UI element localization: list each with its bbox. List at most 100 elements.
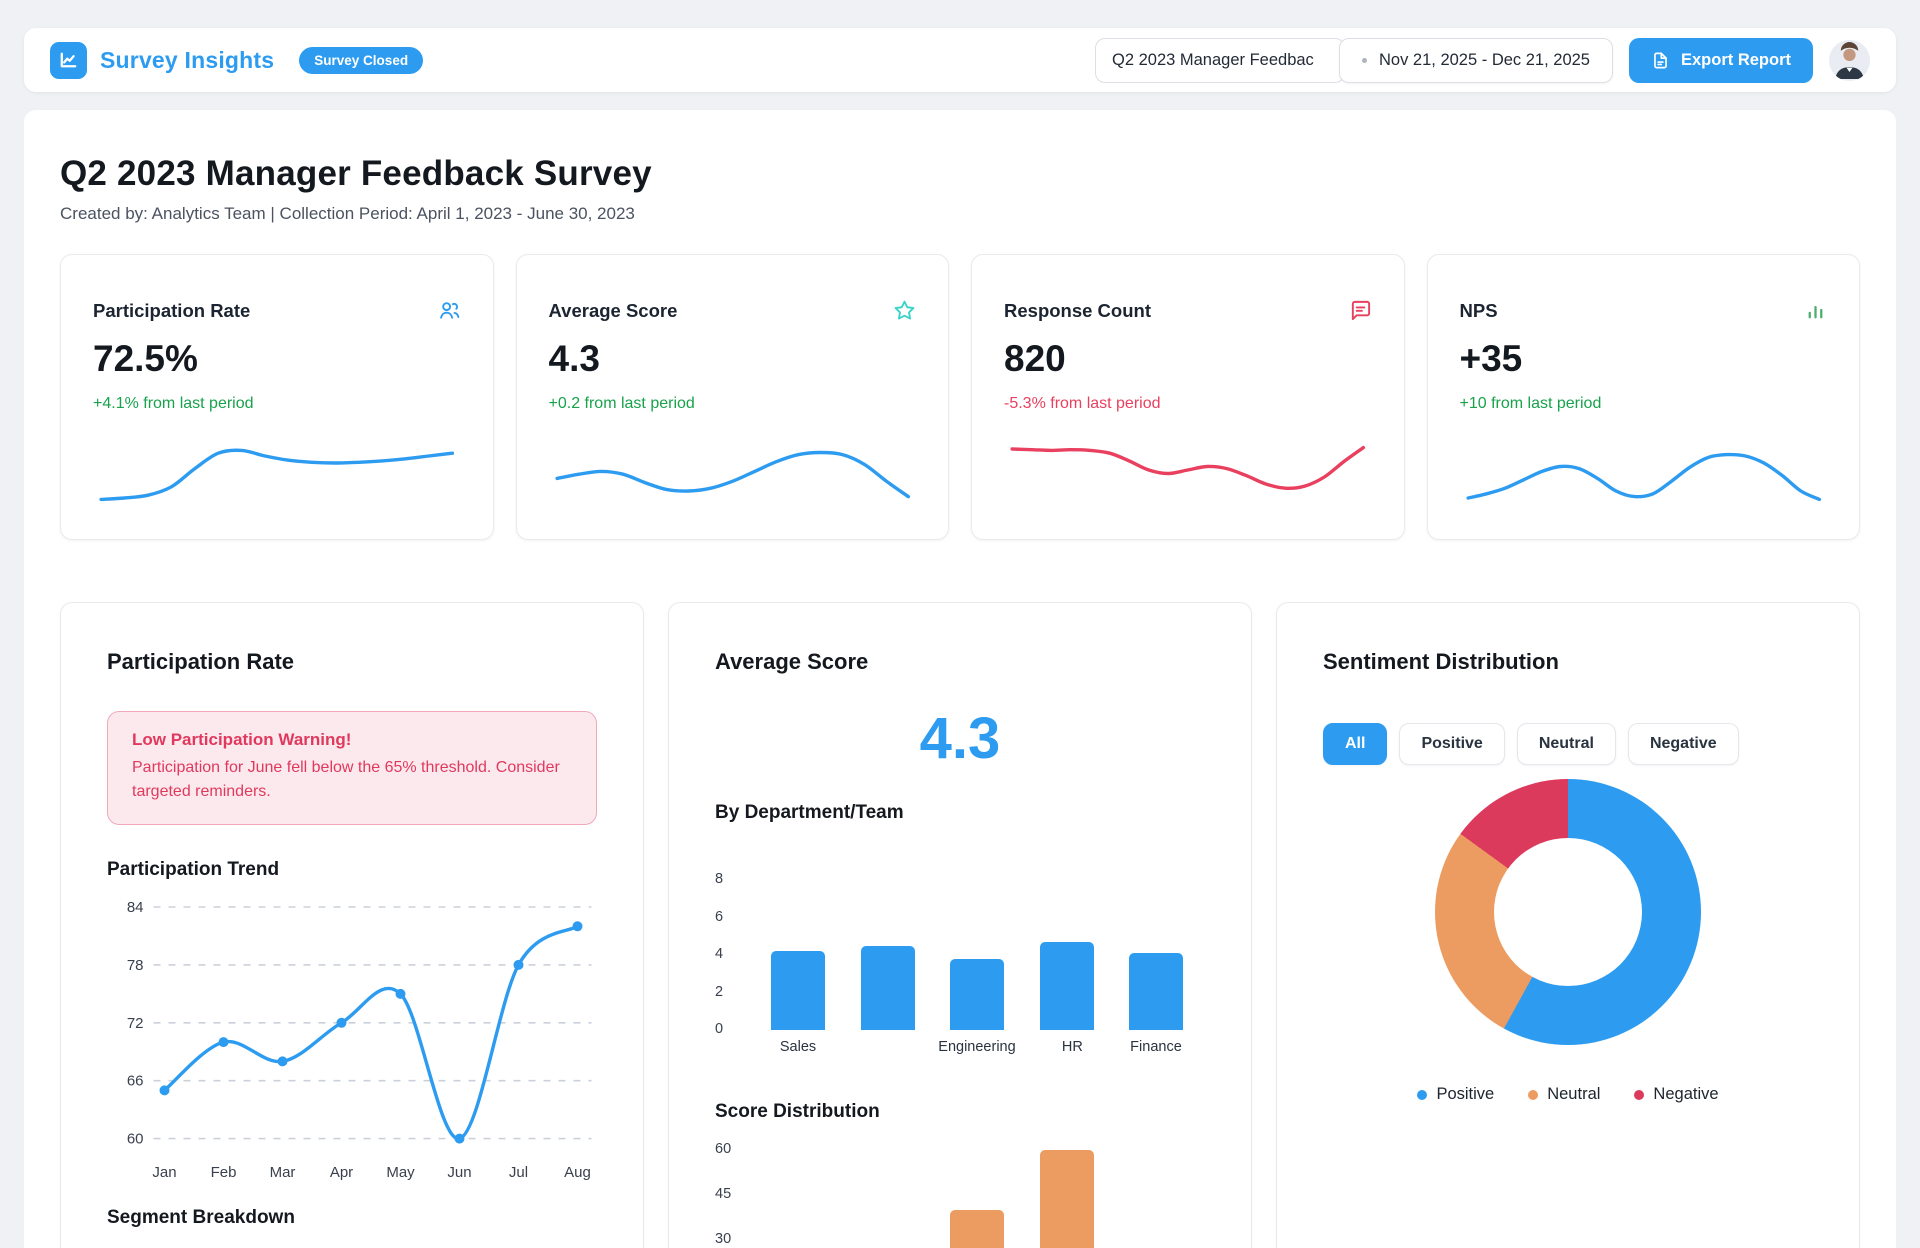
filter-chip-negative[interactable]: Negative xyxy=(1627,723,1739,765)
legend-dot-positive xyxy=(1417,1089,1428,1100)
star-icon xyxy=(893,299,916,322)
sparkline-chart xyxy=(1010,445,1366,490)
svg-text:72: 72 xyxy=(127,1015,144,1032)
y-axis-tick: 60 xyxy=(715,1141,732,1157)
bar xyxy=(860,945,915,1030)
y-axis-tick: 8 xyxy=(715,871,724,887)
kpi-value: +35 xyxy=(1459,338,1523,379)
page-subtitle: Created by: Analytics Team | Collection … xyxy=(60,204,635,223)
legend-label: Negative xyxy=(1653,1085,1719,1103)
svg-text:84: 84 xyxy=(127,899,144,916)
kpi-delta: +10 from last period xyxy=(1459,395,1602,412)
kpi-value: 4.3 xyxy=(548,338,600,379)
y-axis-tick: 0 xyxy=(715,1021,724,1037)
kpi-label: Average Score xyxy=(548,299,678,321)
svg-text:May: May xyxy=(386,1164,415,1181)
department-chart-title: By Department/Team xyxy=(715,802,904,823)
score-distribution-chart: 60453012345 xyxy=(715,1141,1205,1248)
kpi-delta: +0.2 from last period xyxy=(548,395,695,412)
legend-item-neutral: Neutral xyxy=(1528,1085,1600,1104)
chat-bubble-icon xyxy=(1349,299,1372,322)
sentiment-donut-chart xyxy=(1435,779,1701,1045)
user-avatar[interactable] xyxy=(1829,39,1870,81)
bar xyxy=(950,958,1004,1030)
legend-item-positive: Positive xyxy=(1417,1085,1494,1104)
department-score-chart: 8 6 4 2 0 Sales Engineering HR Finance xyxy=(715,871,1205,1055)
y-axis-tick: 45 xyxy=(715,1186,732,1202)
kpi-row: Participation Rate 72.5% +4.1% from last… xyxy=(60,254,1860,540)
document-icon xyxy=(1651,51,1670,70)
panel-title: Average Score xyxy=(715,649,869,674)
kpi-value: 820 xyxy=(1004,338,1066,379)
sentiment-distribution-panel: Sentiment Distribution All Positive Neut… xyxy=(1276,602,1860,1248)
svg-text:78: 78 xyxy=(127,957,144,974)
y-axis-tick: 4 xyxy=(715,946,724,962)
legend-label: Positive xyxy=(1436,1085,1495,1103)
x-axis-label: HR xyxy=(1061,1039,1083,1055)
legend-dot-negative xyxy=(1634,1089,1645,1100)
legend-label: Neutral xyxy=(1547,1085,1601,1103)
filter-chip-neutral[interactable]: Neutral xyxy=(1516,723,1616,765)
survey-select[interactable]: Q2 2023 Manager Feedbac xyxy=(1095,37,1345,83)
warning-text: Participation for June fell below the 65… xyxy=(132,759,560,800)
svg-text:Jun: Jun xyxy=(447,1164,471,1181)
top-bar: Survey Insights Survey Closed Q2 2023 Ma… xyxy=(24,28,1896,92)
sparkline-chart xyxy=(1465,452,1821,502)
svg-text:66: 66 xyxy=(127,1073,144,1090)
sparkline-chart xyxy=(99,448,455,502)
kpi-label: Response Count xyxy=(1004,299,1151,321)
panels-row: Participation Rate Low Participation War… xyxy=(60,602,1860,1248)
x-axis-label xyxy=(855,1039,909,1055)
warning-title: Low Participation Warning! xyxy=(132,730,352,749)
svg-text:Aug: Aug xyxy=(564,1164,591,1181)
filter-chip-positive[interactable]: Positive xyxy=(1399,723,1505,765)
kpi-card-participation-rate: Participation Rate 72.5% +4.1% from last… xyxy=(60,254,494,540)
sentiment-filter-group: All Positive Neutral Negative xyxy=(1323,723,1813,765)
kpi-value: 72.5% xyxy=(93,338,198,379)
app-name: Survey Insights xyxy=(100,46,275,73)
donut-hole xyxy=(1494,838,1642,986)
kpi-label: NPS xyxy=(1459,299,1498,321)
brand: Survey Insights Survey Closed xyxy=(50,41,424,79)
bar xyxy=(950,1210,1004,1248)
kpi-card-average-score: Average Score 4.3 +0.2 from last period xyxy=(515,254,949,540)
y-axis-tick: 30 xyxy=(715,1231,732,1247)
users-icon xyxy=(438,299,461,322)
filter-chip-all[interactable]: All xyxy=(1323,723,1388,765)
kpi-card-nps: NPS +35 +10 from last period xyxy=(1426,254,1860,540)
participation-rate-panel: Participation Rate Low Participation War… xyxy=(60,602,644,1248)
panel-title: Participation Rate xyxy=(107,649,295,674)
svg-text:Jan: Jan xyxy=(152,1164,176,1181)
app-logo-icon xyxy=(50,41,87,79)
legend-dot-neutral xyxy=(1528,1089,1539,1100)
bar xyxy=(1129,953,1183,1030)
bar xyxy=(1039,1150,1094,1248)
bar xyxy=(771,951,825,1030)
panel-title: Sentiment Distribution xyxy=(1323,649,1559,674)
date-range-picker[interactable]: Nov 21, 2025 - Dec 21, 2025 xyxy=(1339,37,1613,83)
sparkline-chart xyxy=(554,450,910,499)
date-range-value: Nov 21, 2025 - Dec 21, 2025 xyxy=(1379,50,1590,69)
svg-text:Apr: Apr xyxy=(330,1164,353,1181)
score-distribution-title: Score Distribution xyxy=(715,1101,880,1122)
header-controls: Q2 2023 Manager Feedbac Nov 21, 2025 - D… xyxy=(1095,37,1870,83)
export-report-button[interactable]: Export Report xyxy=(1628,37,1813,83)
kpi-delta: -5.3% from last period xyxy=(1004,395,1161,412)
legend-item-negative: Negative xyxy=(1634,1085,1719,1104)
x-axis-label: Finance xyxy=(1130,1039,1182,1055)
donut-chart-wrap xyxy=(1323,779,1813,1045)
svg-text:Feb: Feb xyxy=(211,1164,237,1181)
export-report-label: Export Report xyxy=(1680,50,1791,69)
average-score-value: 4.3 xyxy=(919,706,1001,771)
participation-trend-chart: 84 78 72 66 60 Jan Feb Mar Apr May Jun Jul Aug xyxy=(127,899,592,1181)
x-axis-label: Engineering xyxy=(938,1039,1016,1055)
x-axis-label: Sales xyxy=(779,1039,817,1055)
low-participation-warning: Low Participation Warning! Participation… xyxy=(107,711,597,825)
trend-chart-title: Participation Trend xyxy=(107,859,280,880)
y-axis-tick: 2 xyxy=(715,983,724,1000)
survey-select-value: Q2 2023 Manager Feedbac xyxy=(1112,50,1314,69)
main-content: Q2 2023 Manager Feedback Survey Created … xyxy=(24,110,1896,1248)
average-score-panel: Average Score 4.3 By Department/Team 8 6 4… xyxy=(668,602,1252,1248)
sentiment-legend: Positive Neutral Negative xyxy=(1323,1085,1813,1104)
segment-breakdown-title: Segment Breakdown xyxy=(107,1207,295,1228)
